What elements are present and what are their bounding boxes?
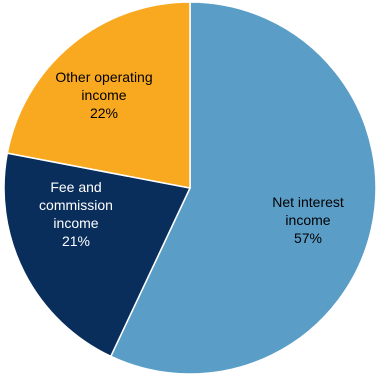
slice-value-label: 21% — [62, 233, 90, 249]
pie-slice-other-operating-income — [6, 1, 191, 189]
slice-label-line: Other operating — [55, 69, 152, 85]
slice-label-fee-and-commission-income: Fee and commission income 21% — [39, 179, 113, 249]
slice-label-line: income — [53, 215, 98, 231]
slice-label-line: commission — [39, 197, 113, 213]
slice-label-line: Net interest — [272, 194, 344, 210]
pie-slice-fee-and-commission-income — [3, 152, 192, 358]
pie-slices — [3, 1, 376, 375]
slice-label-net-interest-income: Net interest income 57% — [272, 194, 344, 246]
slice-label-line: income — [81, 87, 126, 103]
pie-slice-net-interest-income — [109, 1, 376, 375]
slice-value-label: 57% — [294, 230, 322, 246]
slice-label-line: income — [285, 212, 330, 228]
slice-value-label: 22% — [90, 105, 118, 121]
slice-label-line: Fee and — [50, 179, 101, 195]
pie-labels: Net interest income 57% Fee and commission in… — [39, 69, 344, 249]
slice-label-other-operating-income: Other operating income 22% — [55, 69, 152, 121]
